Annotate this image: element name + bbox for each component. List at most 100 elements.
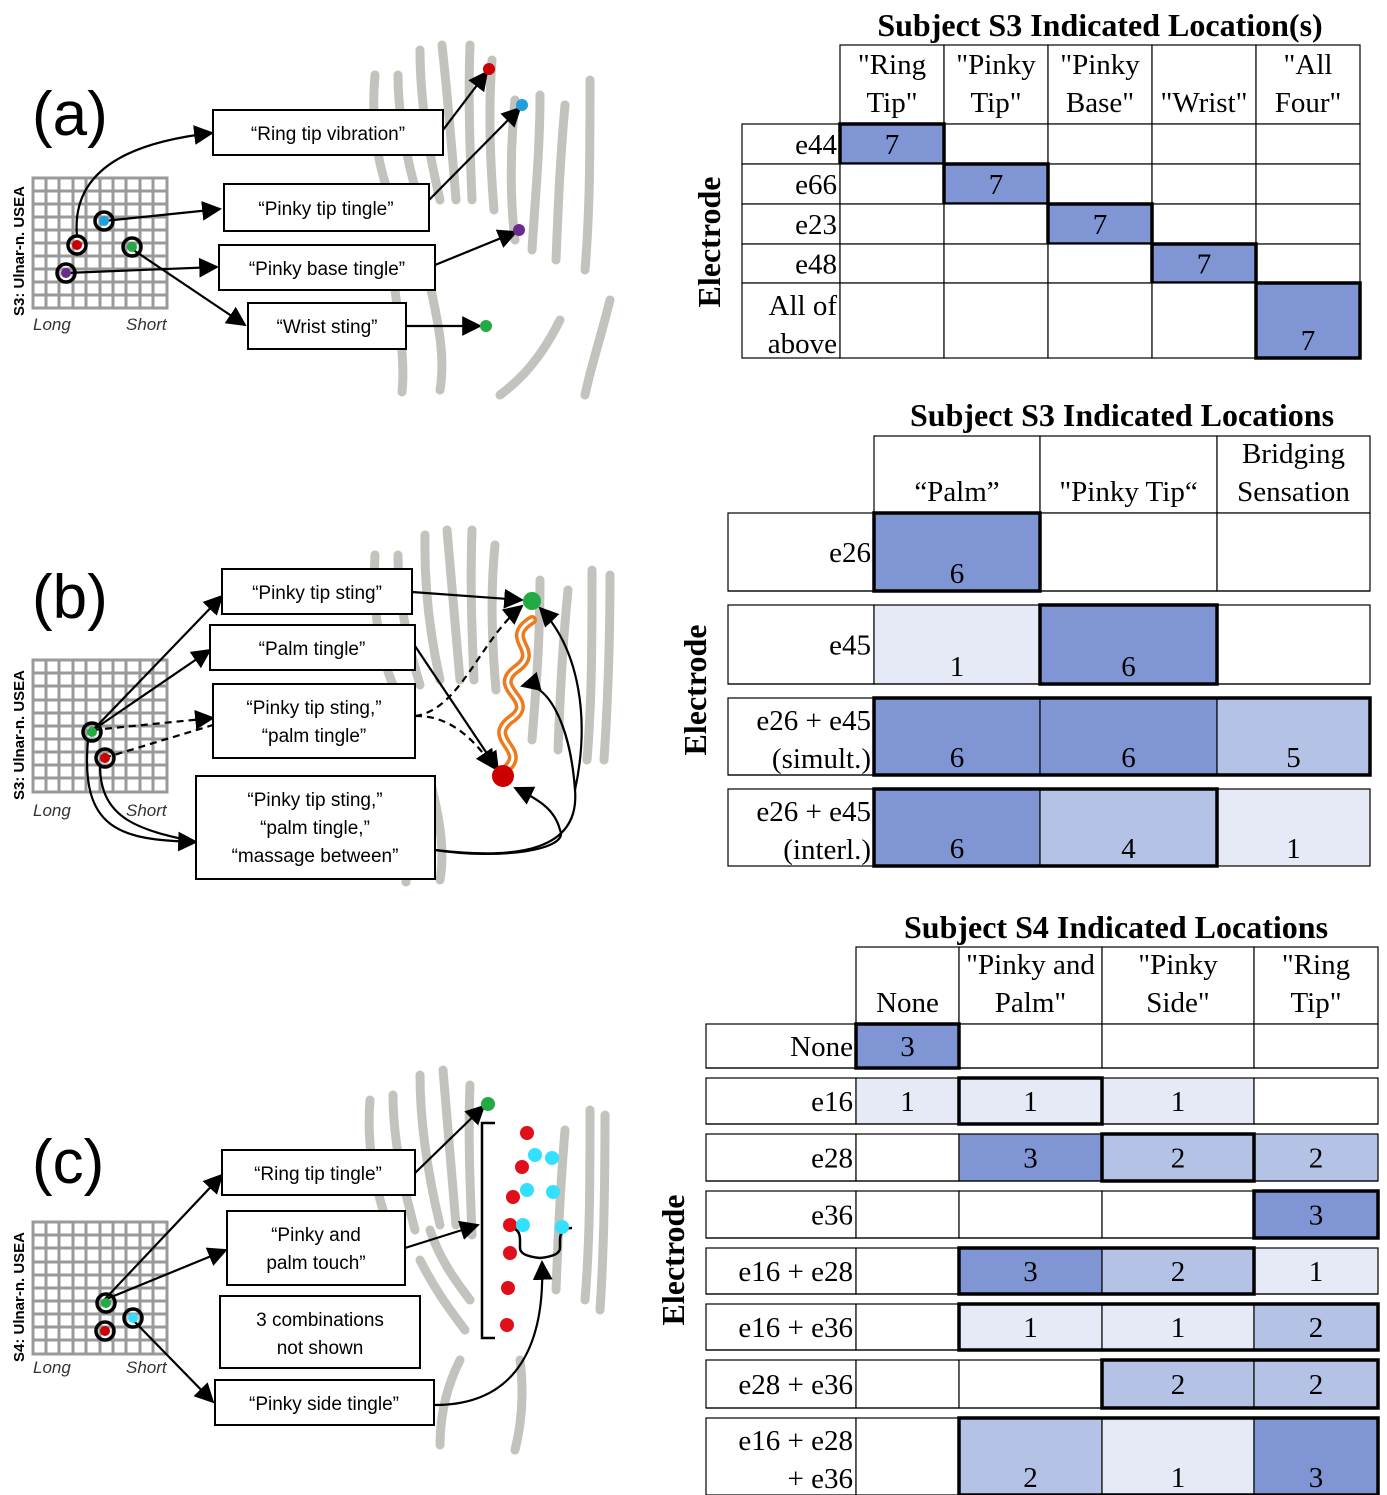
panel-letter: (c) bbox=[32, 1128, 104, 1197]
row-label-cell bbox=[705, 1190, 857, 1239]
svg-text:“Ring tip vibration”: “Ring tip vibration” bbox=[251, 124, 405, 145]
cell-value: 6 bbox=[950, 742, 965, 774]
callout-box: “Palm tingle” bbox=[209, 624, 416, 671]
row-label: e16 + e28 bbox=[738, 1256, 853, 1288]
svg-text:“Pinky tip sting”: “Pinky tip sting” bbox=[252, 583, 382, 604]
table-cell bbox=[839, 243, 945, 284]
row-label: e48 bbox=[795, 249, 837, 281]
table-cell bbox=[855, 1359, 960, 1409]
cell-value: 3 bbox=[1023, 1256, 1038, 1288]
column-header: Tip" bbox=[970, 87, 1021, 119]
table-cell bbox=[839, 163, 945, 205]
table-cell bbox=[855, 1303, 960, 1351]
cell-value: 2 bbox=[1171, 1369, 1186, 1401]
table-2: Subject S3 Indicated Locations Electrode “… bbox=[677, 397, 1372, 868]
callout-box: “Pinky tip sting,” “palm tingle” bbox=[212, 683, 416, 759]
callout-box: “Pinky tip tingle” bbox=[223, 183, 430, 232]
column-header-cell bbox=[1101, 946, 1255, 1025]
row-label: + e36 bbox=[788, 1463, 853, 1495]
column-header-cell bbox=[958, 946, 1103, 1025]
svg-text:“Pinky base tingle”: “Pinky base tingle” bbox=[249, 259, 405, 280]
table-cell bbox=[1253, 1023, 1379, 1069]
row-label: e23 bbox=[795, 209, 837, 241]
table-cell bbox=[1253, 1077, 1379, 1125]
row-label: e66 bbox=[795, 169, 837, 201]
cell-value: 1 bbox=[1171, 1462, 1186, 1494]
table-cell bbox=[855, 1190, 960, 1239]
cell-value: 5 bbox=[1286, 742, 1301, 774]
table-cell bbox=[839, 203, 945, 245]
cell-value: 1 bbox=[1023, 1312, 1038, 1344]
table-cell bbox=[873, 697, 1041, 776]
svg-text:“Pinky tip sting,”: “Pinky tip sting,” bbox=[247, 790, 382, 811]
cell-value: 2 bbox=[1171, 1143, 1186, 1175]
cell-value: 3 bbox=[1309, 1462, 1324, 1494]
row-label-cell bbox=[727, 788, 875, 867]
row-label: e16 bbox=[811, 1086, 853, 1118]
column-header-cell bbox=[839, 44, 945, 125]
row-label: e26 + e45 bbox=[756, 705, 871, 737]
table-cell bbox=[1253, 1247, 1379, 1295]
table-cell bbox=[1216, 697, 1371, 776]
callout-box: “Pinky tip sting” bbox=[221, 568, 413, 615]
table-cell bbox=[958, 1077, 1103, 1125]
column-header-cell bbox=[1216, 435, 1371, 514]
cell-value: 4 bbox=[1121, 833, 1136, 865]
row-axis-label: Electrode bbox=[691, 177, 727, 308]
panel-b: (b) bbox=[11, 525, 615, 887]
short-label: Short bbox=[126, 315, 168, 334]
table-cell bbox=[1039, 512, 1218, 592]
short-label: Short bbox=[126, 1358, 168, 1377]
cell-value: 1 bbox=[1023, 1086, 1038, 1118]
table-cell bbox=[1216, 788, 1371, 867]
panel-letter: (a) bbox=[32, 80, 108, 149]
cell-value: 6 bbox=[950, 558, 965, 590]
column-header: Four" bbox=[1275, 87, 1342, 119]
row-label: e16 + e28 bbox=[738, 1425, 853, 1457]
cell-value: 7 bbox=[1093, 209, 1108, 241]
panel-letter: (b) bbox=[32, 563, 108, 632]
cell-value: 1 bbox=[1309, 1256, 1324, 1288]
table-cell bbox=[855, 1417, 960, 1495]
cell-value: 6 bbox=[1121, 742, 1136, 774]
table-cell bbox=[855, 1133, 960, 1182]
row-label: e26 + e45 bbox=[756, 796, 871, 828]
table-cell bbox=[1101, 1023, 1255, 1069]
hand-location-dots bbox=[481, 1097, 569, 1332]
column-header: Bridging bbox=[1242, 438, 1345, 470]
column-header: Sensation bbox=[1237, 476, 1350, 508]
table-cell bbox=[1047, 203, 1153, 245]
cell-value: 7 bbox=[885, 129, 900, 161]
row-label: None bbox=[790, 1031, 853, 1063]
row-axis-label: Electrode bbox=[677, 625, 713, 756]
column-header: "Pinky bbox=[1060, 49, 1140, 81]
cell-value: 3 bbox=[1023, 1143, 1038, 1175]
row-label-cell bbox=[741, 282, 841, 359]
row-label-cell bbox=[741, 243, 841, 284]
column-header: Base" bbox=[1066, 87, 1134, 119]
svg-text:“palm tingle,”: “palm tingle,” bbox=[260, 818, 370, 839]
table-cell bbox=[1151, 163, 1257, 205]
row-label-cell bbox=[705, 1417, 857, 1495]
cell-value: 3 bbox=[900, 1031, 915, 1063]
cell-value: 7 bbox=[1197, 249, 1212, 281]
column-header: "Ring bbox=[1282, 949, 1350, 981]
table-cell bbox=[1047, 123, 1153, 165]
table-cell bbox=[839, 282, 945, 359]
column-header: "Pinky bbox=[956, 49, 1036, 81]
bridging-sensation-wave bbox=[497, 615, 537, 775]
array-label: S3: Ulnar-n. USEA bbox=[11, 670, 28, 800]
table-cell bbox=[943, 123, 1049, 165]
hand-location-dots bbox=[492, 592, 541, 787]
row-axis-label: Electrode bbox=[655, 1195, 691, 1326]
row-label: above bbox=[768, 328, 837, 360]
row-label-cell bbox=[705, 1359, 857, 1409]
callout-box: “Ring tip vibration” bbox=[212, 109, 444, 156]
connector-arrows bbox=[85, 588, 583, 855]
table-title: Subject S4 Indicated Locations bbox=[904, 909, 1328, 945]
svg-text:“Ring tip tingle”: “Ring tip tingle” bbox=[254, 1164, 382, 1185]
table-cell bbox=[1039, 697, 1218, 776]
electrode-markers bbox=[55, 210, 143, 284]
electrode-markers bbox=[81, 721, 116, 769]
row-label: All of bbox=[769, 290, 838, 322]
